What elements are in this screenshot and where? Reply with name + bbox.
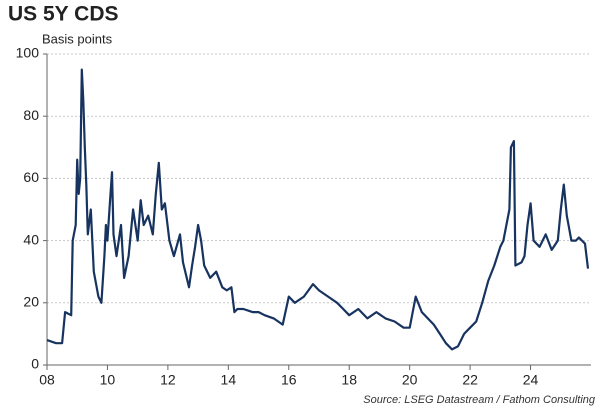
y-tick-label: 20	[23, 294, 39, 310]
y-tick-label: 60	[23, 169, 39, 185]
line-series	[46, 68, 590, 351]
x-tick-label: 24	[523, 372, 539, 388]
chart-subtitle: Basis points	[42, 31, 113, 46]
x-tick-label: 22	[462, 372, 478, 388]
y-tick-label: 100	[16, 45, 40, 61]
y-tick-label: 0	[31, 356, 39, 372]
x-tick-label: 08	[39, 372, 55, 388]
source-note: Source: LSEG Datastream / Fathom Consult…	[363, 394, 596, 406]
x-tick-label: 18	[341, 372, 357, 388]
x-tick-label: 16	[281, 372, 297, 388]
y-tick-label: 40	[23, 231, 39, 247]
x-tick-label: 12	[160, 372, 176, 388]
x-tick-label: 20	[402, 372, 418, 388]
chart-title: US 5Y CDS	[8, 3, 119, 26]
y-tick-label: 80	[23, 107, 39, 123]
x-tick-label: 14	[221, 372, 237, 388]
x-tick-label: 10	[100, 372, 116, 388]
